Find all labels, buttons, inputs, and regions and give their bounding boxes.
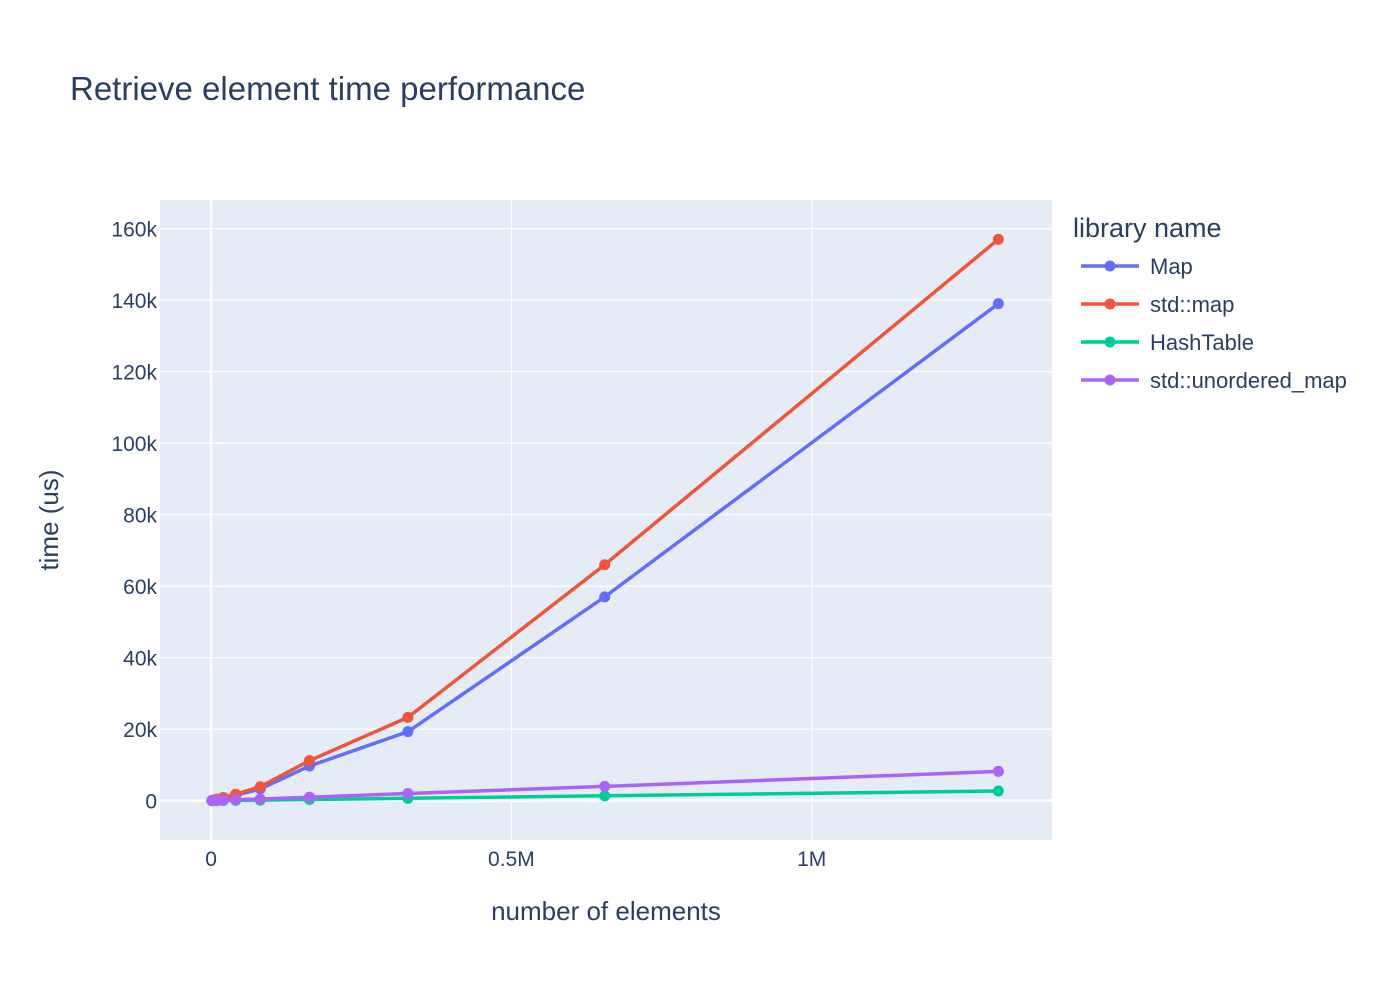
data-point[interactable] [992,785,1004,797]
legend-item-std-map[interactable]: std::map [1081,292,1234,317]
y-tick-label: 20k [123,719,157,742]
legend-label: std::unordered_map [1150,368,1347,393]
legend-swatch-marker [1104,260,1116,272]
x-axis-ticks: 0 0.5M 1M [205,848,826,871]
y-tick-label: 0 [145,791,157,814]
legend-item-hashtable[interactable]: HashTable [1081,330,1254,355]
data-point[interactable] [402,788,414,800]
x-tick-label: 0.5M [488,848,535,871]
legend-item-map[interactable]: Map [1081,254,1193,279]
y-tick-label: 100k [111,433,157,456]
legend-item-std-unordered-map[interactable]: std::unordered_map [1081,368,1347,393]
x-tick-label: 1M [797,848,826,871]
data-point[interactable] [254,793,266,805]
y-tick-label: 140k [111,290,157,313]
x-axis-title: number of elements [491,896,721,926]
data-point[interactable] [303,791,315,803]
legend-label: HashTable [1150,330,1254,355]
chart-title: Retrieve element time performance [70,70,585,107]
series-std-unordered-map [206,765,1004,807]
y-tick-label: 120k [111,362,157,385]
gridlines [160,200,1052,840]
y-axis-title: time (us) [34,469,64,570]
legend: library name Mapstd::mapHashTablestd::un… [1073,213,1347,393]
data-point[interactable] [254,781,266,793]
y-tick-label: 60k [123,576,157,599]
legend-title: library name [1073,213,1222,243]
series-group [206,233,1004,807]
plot-area [160,200,1052,840]
data-point[interactable] [303,755,315,767]
y-tick-label: 40k [123,648,157,671]
data-point[interactable] [992,765,1004,777]
data-point[interactable] [402,711,414,723]
legend-label: std::map [1150,292,1234,317]
data-point[interactable] [599,790,611,802]
data-point[interactable] [230,794,242,806]
y-axis-ticks: 0 20k 40k 60k 80k 100k 120k 140k 160k [111,219,157,814]
x-tick-label: 0 [205,848,217,871]
legend-swatch-marker [1104,298,1116,310]
data-point[interactable] [599,780,611,792]
legend-swatch-marker [1104,336,1116,348]
legend-swatch-marker [1104,374,1116,386]
y-tick-label: 80k [123,505,157,528]
legend-label: Map [1150,254,1193,279]
data-point[interactable] [992,233,1004,245]
data-point[interactable] [599,559,611,571]
data-point[interactable] [402,726,414,738]
data-point[interactable] [217,794,229,806]
data-point[interactable] [599,591,611,603]
data-point[interactable] [992,298,1004,310]
y-tick-label: 160k [111,219,157,242]
